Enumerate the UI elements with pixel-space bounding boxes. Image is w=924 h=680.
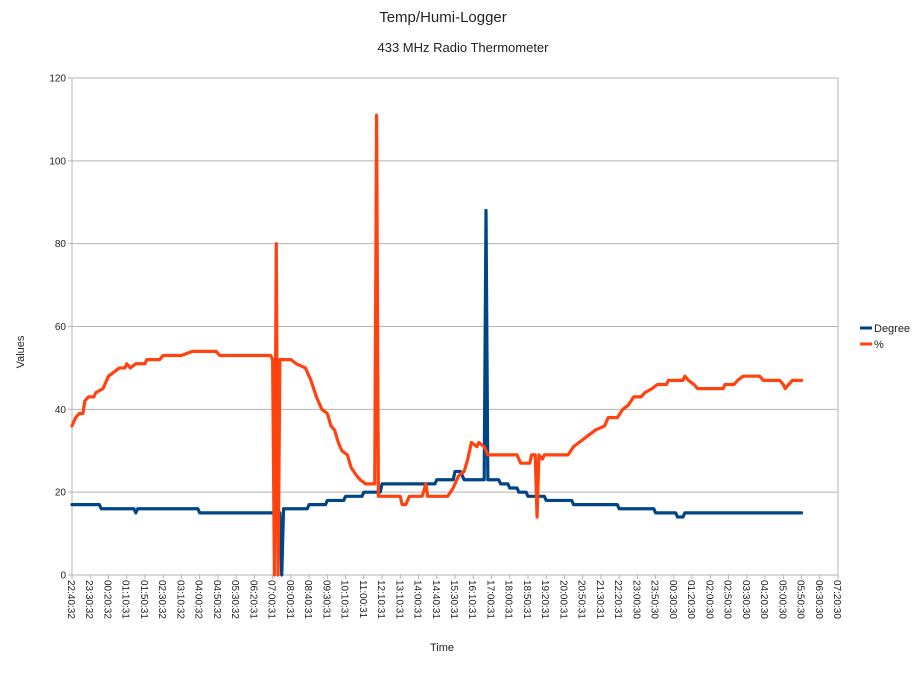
- chart-title: Temp/Humi-Logger: [379, 9, 507, 26]
- x-tick-label: 01:20:30: [685, 580, 696, 619]
- y-tick-label: 120: [49, 74, 66, 85]
- legend-label: Degree: [874, 323, 910, 335]
- x-tick-label: 12:10:31: [375, 580, 386, 619]
- x-tick-label: 05:30:32: [229, 580, 240, 619]
- series-layer: [70, 113, 804, 577]
- x-tick-label: 01:50:31: [138, 580, 149, 619]
- y-tick-label: 20: [55, 488, 67, 499]
- x-tick-label: 21:30:31: [594, 580, 605, 619]
- x-tick-label: 22:40:32: [65, 580, 76, 619]
- y-tick-label: 60: [55, 322, 67, 333]
- x-tick-label: 06:20:31: [247, 580, 258, 619]
- x-tick-label: 23:50:30: [649, 580, 660, 619]
- x-tick-label: 13:10:31: [393, 580, 404, 619]
- x-tick-label: 15:30:31: [448, 580, 459, 619]
- chart-subtitle: 433 MHz Radio Thermometer: [378, 40, 550, 55]
- x-tick-label: 00:20:32: [101, 580, 112, 619]
- gridlines: [72, 160, 838, 493]
- y-tick-label: 0: [60, 571, 66, 582]
- x-tick-label: 05:00:30: [776, 580, 787, 619]
- legend: Degree%: [860, 323, 910, 351]
- x-tick-label: 17:00:31: [484, 580, 495, 619]
- y-tick-label: 100: [49, 156, 66, 167]
- x-tick-label: 02:30:32: [156, 580, 167, 619]
- x-tick-label: 07:00:31: [266, 580, 277, 619]
- y-axis-ticks: 0 20 40 60 80 100 120: [49, 74, 72, 582]
- series-line-percent: [70, 113, 804, 577]
- x-tick-label: 23:30:32: [83, 580, 94, 619]
- x-tick-label: 07:20:30: [831, 580, 842, 619]
- x-tick-label: 18:50:31: [521, 580, 532, 619]
- x-tick-label: 20:50:31: [576, 580, 587, 619]
- x-tick-label: 19:20:31: [539, 580, 550, 619]
- x-tick-label: 02:50:30: [722, 580, 733, 619]
- series-line-degree: [70, 208, 804, 577]
- x-tick-label: 04:20:30: [758, 580, 769, 619]
- x-tick-label: 08:40:31: [302, 580, 313, 619]
- y-tick-label: 80: [55, 239, 67, 250]
- x-tick-label: 08:00:31: [284, 580, 295, 619]
- legend-label: %: [874, 339, 884, 351]
- x-tick-label: 01:10:31: [120, 580, 131, 619]
- x-axis-ticks: 22:40:32 23:30:32 00:20:32 01:10:31 01:50:31…: [65, 575, 842, 619]
- x-tick-label: 04:50:32: [211, 580, 222, 619]
- x-tick-label: 00:30:30: [667, 580, 678, 619]
- x-tick-label: 02:00:30: [703, 580, 714, 619]
- y-axis-label: Values: [15, 335, 27, 368]
- x-tick-label: 03:30:30: [740, 580, 751, 619]
- x-tick-label: 18:00:31: [503, 580, 514, 619]
- y-tick-label: 40: [55, 405, 67, 416]
- x-tick-label: 03:10:32: [174, 580, 185, 619]
- x-tick-label: 04:00:32: [193, 580, 204, 619]
- x-tick-label: 10:10:31: [339, 580, 350, 619]
- x-tick-label: 11:00:31: [357, 580, 368, 619]
- x-tick-label: 14:00:31: [412, 580, 423, 619]
- x-tick-label: 09:30:31: [320, 580, 331, 619]
- x-tick-label: 14:40:31: [430, 580, 441, 619]
- x-axis-label: Time: [430, 642, 454, 654]
- x-tick-label: 16:10:31: [466, 580, 477, 619]
- x-tick-label: 05:50:30: [795, 580, 806, 619]
- x-tick-label: 06:30:30: [813, 580, 824, 619]
- x-tick-label: 22:20:31: [612, 580, 623, 619]
- x-tick-label: 20:00:31: [557, 580, 568, 619]
- x-tick-label: 23:00:30: [630, 580, 641, 619]
